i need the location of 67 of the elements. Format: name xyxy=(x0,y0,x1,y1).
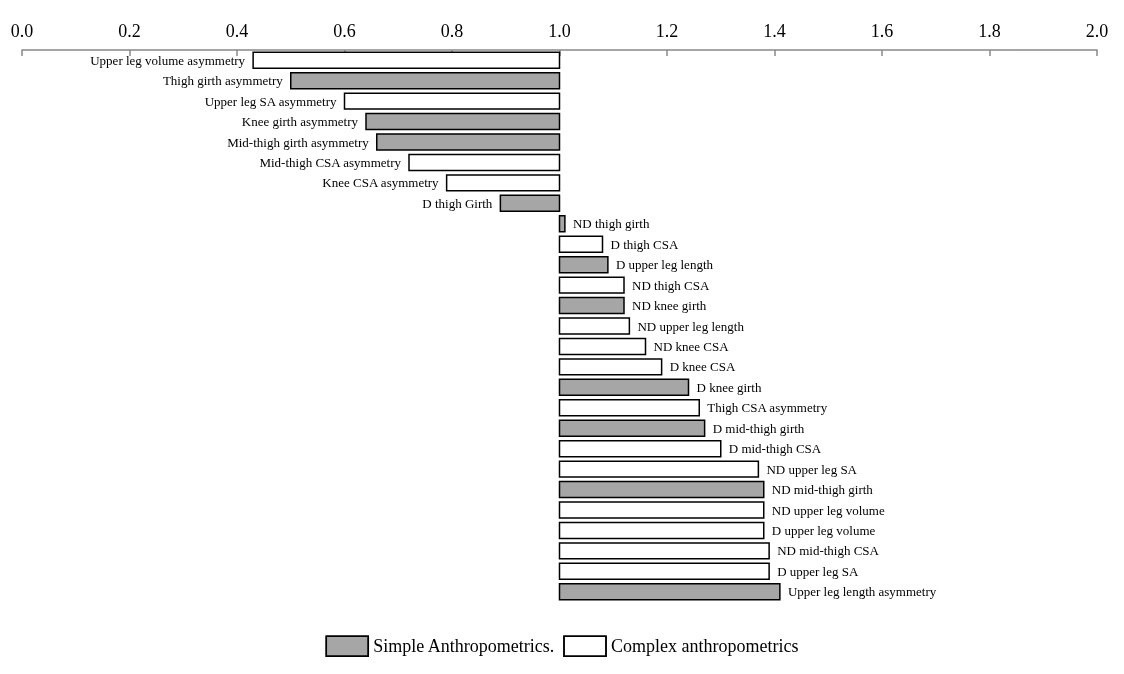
y-tick-label: D upper leg SA xyxy=(777,563,859,579)
x-tick-label: 1.4 xyxy=(763,21,786,41)
bar xyxy=(558,521,765,540)
y-tick-label: Upper leg length asymmetry xyxy=(787,584,937,600)
bar xyxy=(558,378,690,397)
y-tick-label: Upper leg volume asymmetry xyxy=(90,52,246,68)
bar xyxy=(558,480,765,499)
bar xyxy=(408,153,561,172)
bar xyxy=(558,583,781,601)
y-tick-label: Thigh girth asymmetry xyxy=(162,73,284,89)
bar xyxy=(252,51,561,69)
y-tick-label: Upper leg SA asymmetry xyxy=(204,93,337,109)
x-tick-label: 0.8 xyxy=(440,21,464,41)
y-tick-label: Knee CSA asymmetry xyxy=(322,175,440,191)
y-tick-label: ND knee girth xyxy=(632,298,707,314)
bar xyxy=(558,399,700,417)
y-tick-label: D knee CSA xyxy=(669,359,736,375)
bar xyxy=(558,460,760,478)
bar xyxy=(558,276,625,294)
bar xyxy=(558,419,706,437)
bar xyxy=(558,542,770,560)
x-tick-label: 1.8 xyxy=(978,21,1001,41)
bar xyxy=(558,317,631,335)
bar xyxy=(558,439,722,458)
bar xyxy=(558,337,647,356)
bar xyxy=(558,296,625,315)
legend-label: Simple Anthropometrics. xyxy=(373,636,555,657)
bar xyxy=(558,235,604,253)
y-tick-label: D thigh CSA xyxy=(610,236,680,252)
bar xyxy=(445,174,561,192)
y-tick-label: ND thigh girth xyxy=(572,216,650,232)
x-tick-label: 0.4 xyxy=(225,21,249,41)
x-tick-label: 1.2 xyxy=(655,21,679,41)
x-tick-label: 1.6 xyxy=(870,21,894,41)
y-tick-label: ND mid-thigh CSA xyxy=(777,543,880,559)
bar xyxy=(376,133,561,151)
y-tick-label: D thigh Girth xyxy=(422,195,493,211)
bar xyxy=(343,92,561,110)
y-tick-label: Mid-thigh CSA asymmetry xyxy=(259,154,402,170)
x-tick-label: 0.6 xyxy=(333,21,356,41)
bar xyxy=(558,501,765,519)
bar xyxy=(558,358,663,376)
y-tick-label: ND upper leg SA xyxy=(766,461,858,477)
y-tick-label: ND mid-thigh girth xyxy=(771,482,874,498)
legend-label: Complex anthropometrics xyxy=(611,636,799,657)
bar xyxy=(365,112,561,131)
x-tick-label: 2.0 xyxy=(1085,21,1109,41)
y-tick-label: D mid-thigh girth xyxy=(712,420,805,436)
y-tick-label: D knee girth xyxy=(696,379,762,395)
y-tick-label: ND knee CSA xyxy=(653,338,730,354)
y-tick-label: D upper leg volume xyxy=(771,522,876,538)
bar xyxy=(558,215,566,233)
y-tick-label: Thigh CSA asymmetry xyxy=(707,400,828,416)
bar xyxy=(499,194,561,213)
y-tick-label: D upper leg length xyxy=(615,257,714,273)
y-tick-label: D mid-thigh CSA xyxy=(728,441,822,457)
y-tick-label: Mid-thigh girth asymmetry xyxy=(227,134,370,150)
y-tick-label: ND upper leg length xyxy=(637,318,745,334)
bar xyxy=(290,71,561,90)
y-tick-label: Knee girth asymmetry xyxy=(241,114,359,130)
x-tick-label: 1.0 xyxy=(548,21,571,41)
x-tick-label: 0.2 xyxy=(118,21,141,41)
bar xyxy=(558,255,609,274)
bar xyxy=(558,562,770,581)
x-tick-label: 0.0 xyxy=(10,21,34,41)
y-tick-label: ND upper leg volume xyxy=(771,502,885,518)
y-tick-label: ND thigh CSA xyxy=(632,277,710,293)
